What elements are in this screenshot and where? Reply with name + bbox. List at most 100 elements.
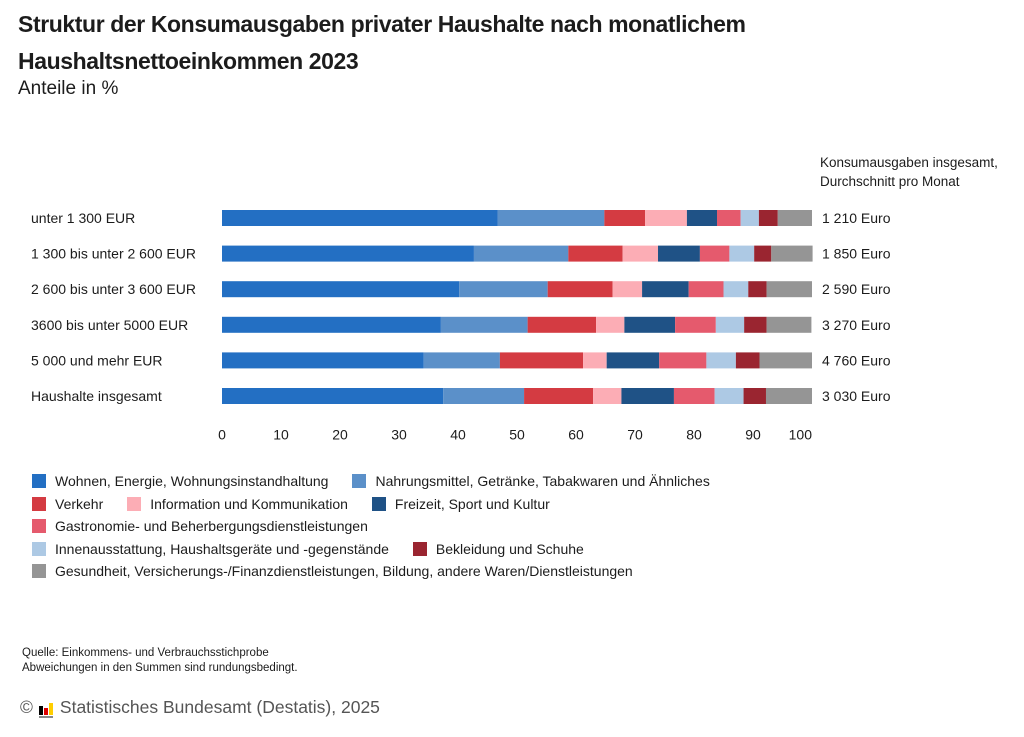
legend-swatch: [32, 474, 46, 489]
x-tick-label: 30: [391, 427, 407, 443]
bar-segment: [596, 316, 625, 333]
bar-segment: [547, 281, 613, 298]
source-note: Quelle: Einkommens- und Verbrauchsstichp…: [22, 646, 298, 676]
bar-segment: [222, 316, 441, 333]
category-label: 2 600 bis unter 3 600 EUR: [31, 281, 196, 297]
destatis-logo-icon: [38, 701, 54, 718]
legend-row: Wohnen, Energie, Wohnungsinstandhaltung N…: [32, 470, 734, 493]
bar-segment: [440, 316, 528, 333]
legend-item: Verkehr: [32, 496, 103, 512]
bar-segment: [497, 210, 605, 226]
bar-segment: [459, 281, 548, 298]
legend-item: Nahrungsmittel, Getränke, Tabakwaren und…: [352, 473, 710, 489]
bar-segment: [673, 388, 715, 404]
bar-segment: [715, 316, 745, 333]
legend-item: Wohnen, Energie, Wohnungsinstandhaltung: [32, 473, 328, 489]
legend-swatch: [32, 519, 46, 534]
bar-segment: [729, 245, 755, 262]
legend-label: Bekleidung und Schuhe: [435, 540, 584, 557]
bar-segment: [527, 316, 597, 333]
legend-item: Bekleidung und Schuhe: [412, 540, 584, 557]
legend-item: Gesundheit, Versicherungs-/Finanzdienstl…: [32, 563, 633, 579]
copyright-symbol: ©: [20, 697, 33, 717]
bar-segment: [499, 352, 584, 369]
legend-swatch: [127, 496, 142, 511]
legend-item: Innenausstattung, Haushaltsgeräte und -g…: [32, 541, 389, 557]
legend-label: Gesundheit, Versicherungs-/Finanzdienstl…: [55, 563, 633, 580]
x-tick-label: 60: [568, 427, 584, 443]
bar-segment: [624, 316, 676, 333]
bar-segment: [675, 316, 716, 333]
bar-segment: [771, 245, 813, 262]
bar-segment: [744, 316, 767, 333]
chart-legend: Wohnen, Energie, Wohnungsinstandhaltung N…: [32, 470, 734, 583]
bar-segment: [606, 352, 660, 369]
bar-segment: [645, 210, 687, 226]
legend-label: Verkehr: [55, 495, 104, 512]
bar-segment: [604, 210, 646, 226]
bar-segment: [706, 352, 736, 369]
bar-segment: [743, 388, 766, 404]
total-label: 1 210 Euro: [822, 210, 891, 226]
legend-label: Information und Kommunikation: [150, 495, 348, 512]
bar-segment: [568, 245, 623, 262]
category-label: 5 000 und mehr EUR: [31, 352, 163, 368]
bar-segment: [686, 210, 718, 226]
x-tick-label: 40: [450, 427, 466, 443]
x-tick-label: 80: [686, 427, 702, 443]
x-tick-label: 20: [332, 427, 348, 443]
legend-item: Information und Kommunikation: [127, 496, 348, 512]
legend-row: Gastronomie- und Beherbergungsdienstleis…: [32, 515, 734, 538]
x-tick-label: 0: [218, 427, 226, 443]
bar-segment: [759, 352, 812, 369]
bar-segment: [688, 281, 724, 298]
legend-swatch: [32, 541, 46, 556]
x-tick-label: 70: [627, 427, 643, 443]
chart-title: Struktur der Konsumausgaben privater Hau…: [18, 11, 746, 74]
bar-segment: [714, 388, 744, 404]
bar-segment: [740, 210, 759, 226]
bar-segment: [723, 281, 749, 298]
legend-row: Innenausstattung, Haushaltsgeräte und -g…: [32, 538, 734, 561]
copyright-text: Statistisches Bundesamt (Destatis), 2025: [59, 697, 380, 717]
bar-segment: [583, 352, 607, 369]
bar-segment: [735, 352, 760, 369]
bar-segment: [777, 210, 812, 226]
totals-column-header: Konsumausgaben insgesamt, Durchschnitt p…: [820, 153, 998, 191]
bar-segment: [222, 281, 460, 298]
chart-subtitle: Anteile in %: [18, 78, 119, 99]
rounding-note: Abweichungen in den Summen sind rundungs…: [22, 662, 298, 674]
legend-item: Freizeit, Sport und Kultur: [371, 495, 550, 512]
legend-swatch: [371, 496, 386, 511]
legend-label: Freizeit, Sport und Kultur: [394, 495, 550, 512]
bar-segment: [443, 388, 525, 404]
bar-segment: [642, 281, 689, 298]
legend-label: Gastronomie- und Beherbergungsdienstleis…: [55, 518, 368, 535]
bar-segment: [222, 210, 498, 226]
legend-swatch: [32, 496, 46, 511]
bar-segment: [765, 388, 812, 404]
bar-segment: [659, 352, 707, 369]
bar-segment: [658, 245, 700, 262]
legend-row: Gesundheit, Versicherungs-/Finanzdienstl…: [32, 560, 734, 583]
bar-segment: [748, 281, 767, 298]
copyright: © Statistisches Bundesamt (Destatis), 20…: [20, 697, 380, 718]
category-label: 3600 bis unter 5000 EUR: [31, 317, 188, 333]
source-text: Quelle: Einkommens- und Verbrauchsstichp…: [22, 647, 269, 659]
legend-swatch: [352, 474, 367, 489]
legend-label: Innenausstattung, Haushaltsgeräte und -g…: [55, 540, 389, 557]
bar-segment: [222, 352, 424, 369]
legend-item: Gastronomie- und Beherbergungsdienstleis…: [32, 518, 368, 534]
x-tick-label: 90: [745, 427, 761, 443]
legend-swatch: [32, 564, 46, 579]
legend-row: Verkehr Information und Kommunikation Frei…: [32, 493, 734, 516]
bar-segment: [612, 281, 643, 298]
x-tick-label: 10: [273, 427, 289, 443]
legend-label: Wohnen, Energie, Wohnungsinstandhaltung: [55, 473, 329, 490]
bar-segment: [593, 388, 622, 404]
category-label: unter 1 300 EUR: [31, 210, 135, 226]
bar-segment: [423, 352, 500, 369]
totals-header-line1: Konsumausgaben insgesamt,: [820, 155, 998, 170]
category-label: 1 300 bis unter 2 600 EUR: [31, 246, 196, 262]
bar-segment: [766, 316, 812, 333]
